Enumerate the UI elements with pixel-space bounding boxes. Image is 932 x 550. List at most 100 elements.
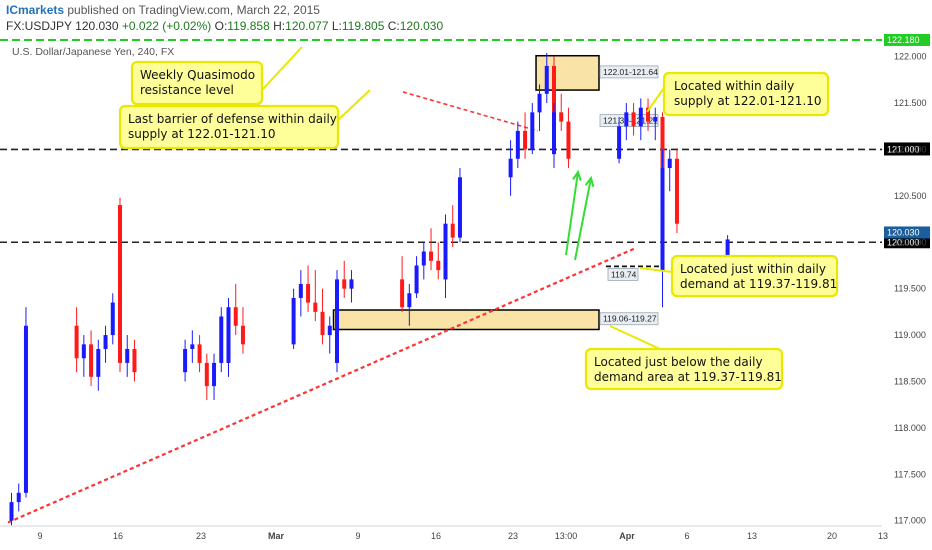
high-label: H:	[273, 19, 286, 33]
y-tick-label: 119.000	[894, 330, 926, 340]
last-price: 120.030	[75, 19, 119, 33]
candle-body	[421, 251, 426, 266]
candle-body	[617, 126, 622, 159]
y-tick-label: 119.500	[894, 284, 926, 294]
candle-body	[118, 242, 122, 298]
candle-body	[103, 335, 108, 349]
candles-layer	[9, 52, 730, 526]
annotation-box	[118, 104, 340, 150]
y-tick-label: 118.000	[894, 423, 926, 433]
low-value: 119.805	[341, 19, 385, 33]
descending-trendline	[402, 91, 539, 132]
candle-body	[96, 348, 101, 377]
candle-body	[566, 121, 571, 159]
price-chart[interactable]: 122.01-121.64121.39-121.21119.06-119.27 …	[0, 34, 932, 550]
close-label: C:	[387, 19, 400, 33]
candle-body	[197, 344, 202, 363]
chart-header: ICmarkets published on TradingView.com, …	[0, 0, 932, 34]
arrows-layer	[565, 169, 595, 261]
note-pointer	[646, 87, 665, 113]
candle-body	[335, 297, 339, 336]
candle-body	[457, 177, 462, 238]
y-tick-label: 120.000	[894, 237, 927, 247]
annotation-text: demand area at 119.37-119.81	[594, 370, 782, 384]
price-change: +0.022 (+0.02%)	[121, 19, 212, 33]
open-label: O:	[214, 19, 228, 33]
y-tick-label: 121.000	[894, 144, 927, 154]
ascending-trendline	[7, 247, 635, 524]
candle-body	[313, 302, 318, 312]
candle-body	[624, 112, 629, 127]
candle-body	[233, 307, 238, 326]
last-price-tag	[884, 226, 930, 239]
candle-body	[660, 168, 665, 187]
candle-body	[74, 325, 79, 359]
trendlines-layer	[7, 91, 635, 524]
candle-body	[638, 107, 643, 127]
candle-body	[132, 348, 137, 373]
candle-body	[646, 107, 651, 122]
candle-body	[436, 260, 441, 271]
candle-body	[125, 348, 130, 363]
axes-layer: 122.000 121.500 121.000 120.500 120.000 119.5…	[0, 52, 927, 541]
candle-body	[508, 158, 513, 178]
zone-label-bg	[599, 114, 659, 128]
note-pointer	[609, 325, 661, 350]
x-tick-label: Mar	[268, 531, 285, 541]
zone-label-bg	[599, 312, 659, 326]
candle-body	[306, 284, 311, 303]
candle-body	[89, 344, 94, 377]
candle-body	[407, 293, 412, 308]
annotation-text: resistance level	[140, 83, 234, 97]
y-tick-label: 117.500	[894, 469, 926, 479]
annotation-box	[670, 254, 839, 298]
candle-body	[660, 214, 665, 261]
ohlc-line: FX:USDJPY 120.030 +0.022 (+0.02%) O:119.…	[6, 19, 443, 33]
candle-body	[544, 65, 549, 94]
x-tick-label: 9	[37, 531, 42, 541]
close-value: 120.030	[399, 19, 444, 33]
y-tick-label: 118.500	[894, 376, 926, 386]
last-price-text: 120.030	[887, 227, 920, 237]
x-tick-label: Apr	[619, 531, 635, 541]
note-pointer	[337, 89, 371, 121]
y-tick-label: 122.000	[894, 52, 927, 62]
candle-body	[9, 502, 14, 521]
symbol: FX:USDJPY	[6, 19, 72, 33]
candle-body	[414, 265, 419, 294]
candle-body	[183, 348, 188, 373]
annotation-text: supply at 122.01-121.10	[128, 127, 276, 141]
annotation-text: demand at 119.37-119.81	[680, 277, 837, 291]
candle-body	[660, 186, 665, 215]
green-arrow-head	[584, 175, 595, 187]
candle-body	[212, 362, 217, 387]
candle-body	[400, 279, 405, 308]
candle-body	[342, 279, 347, 289]
candle-body	[190, 344, 195, 349]
candle-body	[552, 130, 556, 155]
level-price-text: 120.000	[887, 237, 920, 247]
annotation-text: Located just below the daily	[594, 355, 763, 369]
zone-label: 121.39-121.21	[603, 116, 658, 126]
annotation-text: Located within daily	[674, 79, 794, 93]
publisher-name[interactable]: ICmarkets	[6, 3, 65, 17]
x-tick-label: 20	[827, 531, 837, 541]
open-value: 119.858	[227, 19, 270, 33]
candle-body	[110, 302, 115, 336]
annotation-box	[130, 60, 264, 106]
y-tick-label: 121.500	[894, 98, 927, 108]
zone-label: 122.01-121.64	[603, 67, 658, 77]
annotation-box	[584, 347, 784, 391]
candle-body	[298, 284, 303, 298]
candle-body	[443, 223, 448, 252]
candle-body	[204, 362, 209, 387]
candle-body	[335, 335, 339, 363]
level-price-text: 122.180	[887, 35, 920, 45]
candle-body	[240, 325, 245, 345]
candle-body	[219, 316, 224, 363]
annotation-box	[662, 71, 830, 117]
support-label: 119.74	[611, 269, 637, 279]
annotation-text: Located just within daily	[680, 262, 826, 276]
candle-body	[631, 112, 636, 127]
